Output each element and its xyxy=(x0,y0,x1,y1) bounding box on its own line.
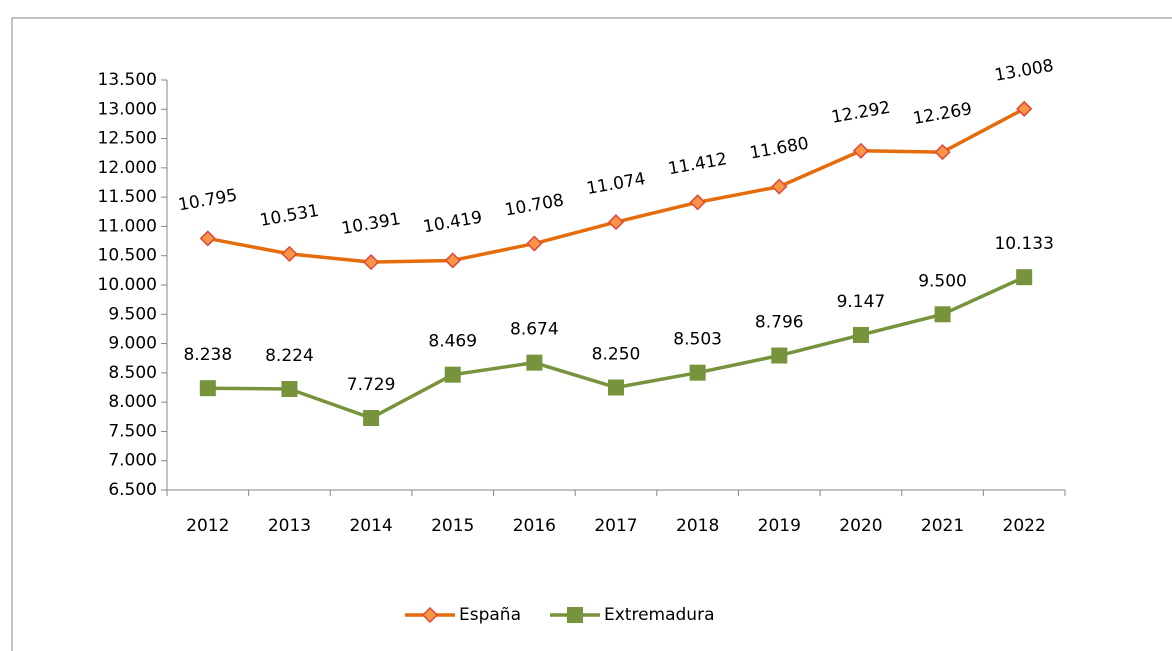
value-label: 8.674 xyxy=(510,320,559,340)
marker xyxy=(689,194,706,211)
value-label: 9.147 xyxy=(837,292,886,312)
y-tick-label: 10.500 xyxy=(98,246,157,266)
marker xyxy=(689,364,706,381)
legend-label: Extremadura xyxy=(604,605,715,625)
y-tick-label: 13.500 xyxy=(98,70,157,90)
x-tick-label: 2013 xyxy=(268,516,311,536)
marker xyxy=(444,366,461,383)
legend-label: España xyxy=(459,605,521,625)
marker xyxy=(281,381,298,398)
x-tick-label: 2022 xyxy=(1003,516,1046,536)
y-tick-label: 10.000 xyxy=(98,275,157,295)
marker xyxy=(934,306,951,323)
x-tick-label: 2015 xyxy=(431,516,474,536)
x-tick-label: 2020 xyxy=(839,516,882,536)
value-label: 10.133 xyxy=(994,234,1053,254)
value-label: 8.796 xyxy=(755,313,804,333)
marker xyxy=(363,410,380,427)
x-tick-label: 2021 xyxy=(921,516,964,536)
marker xyxy=(608,379,624,396)
marker xyxy=(1016,269,1033,286)
marker xyxy=(526,235,543,252)
value-label: 8.469 xyxy=(428,332,477,352)
y-tick-label: 9.500 xyxy=(108,304,157,324)
x-tick-label: 2012 xyxy=(186,516,229,536)
marker xyxy=(199,380,216,397)
y-tick-label: 7.500 xyxy=(108,421,157,441)
marker xyxy=(526,354,543,371)
marker xyxy=(444,252,461,269)
value-label: 8.224 xyxy=(265,346,314,366)
y-tick-label: 13.000 xyxy=(98,99,157,119)
marker xyxy=(771,178,788,195)
marker xyxy=(771,347,788,364)
x-tick-label: 2014 xyxy=(349,516,392,536)
x-tick-label: 2018 xyxy=(676,516,719,536)
y-tick-label: 8.000 xyxy=(108,392,157,412)
y-tick-label: 11.500 xyxy=(98,187,157,207)
x-tick-label: 2019 xyxy=(758,516,801,536)
marker xyxy=(281,245,298,262)
value-label: 7.729 xyxy=(347,375,396,395)
marker xyxy=(934,144,951,161)
chart-frame xyxy=(11,17,1172,651)
value-label: 9.500 xyxy=(918,271,967,291)
marker xyxy=(421,606,439,624)
marker xyxy=(567,607,583,623)
y-tick-label: 9.000 xyxy=(108,334,157,354)
value-label: 8.503 xyxy=(673,330,722,350)
marker xyxy=(199,230,216,247)
marker xyxy=(363,254,380,271)
y-tick-label: 6.500 xyxy=(108,480,157,500)
x-tick-label: 2016 xyxy=(513,516,556,536)
y-tick-label: 11.000 xyxy=(98,216,157,236)
marker xyxy=(607,214,625,231)
marker xyxy=(852,326,869,343)
y-tick-label: 12.500 xyxy=(98,129,157,149)
y-tick-label: 8.500 xyxy=(108,363,157,383)
value-label: 8.250 xyxy=(592,345,641,365)
marker xyxy=(1016,100,1033,117)
value-label: 8.238 xyxy=(183,345,232,365)
x-tick-label: 2017 xyxy=(594,516,637,536)
y-tick-label: 7.000 xyxy=(108,451,157,471)
y-tick-label: 12.000 xyxy=(98,158,157,178)
marker xyxy=(852,142,869,159)
